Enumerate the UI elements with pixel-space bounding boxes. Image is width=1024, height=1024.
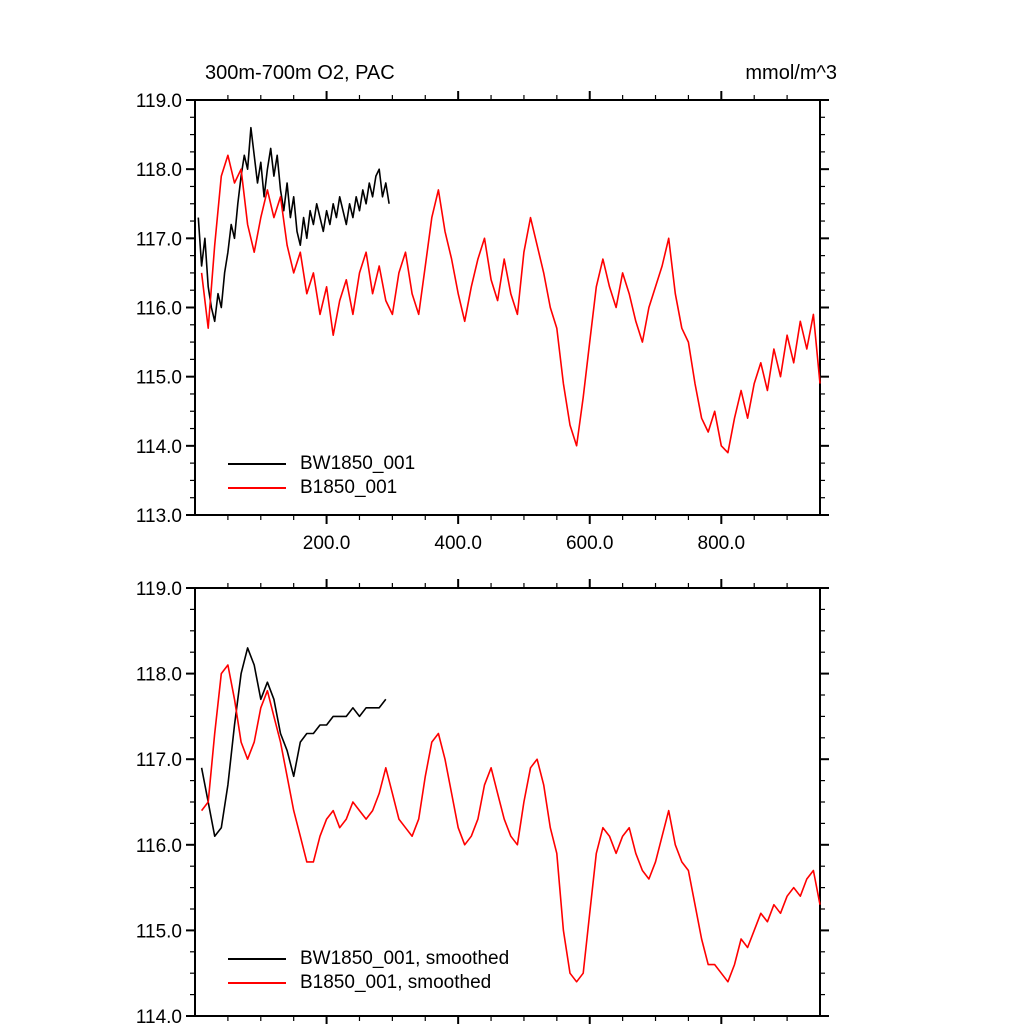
- legend-item: B1850_001: [228, 476, 415, 500]
- x-tick-label: 200.0: [303, 533, 351, 554]
- units-label: mmol/m^3: [745, 62, 837, 84]
- legend-line-sample: [228, 958, 286, 960]
- x-tick-label: 400.0: [434, 533, 482, 554]
- y-tick-label: 117.0: [136, 750, 182, 771]
- legend-label: BW1850_001, smoothed: [300, 948, 510, 969]
- series-line: [200, 647, 387, 838]
- legend-line-sample: [228, 982, 286, 984]
- y-tick-label: 116.0: [136, 299, 182, 320]
- legend-label: BW1850_001: [300, 453, 416, 474]
- y-tick-label: 118.0: [136, 665, 182, 686]
- y-tick-label: 115.0: [136, 368, 182, 389]
- legend-line-sample: [228, 487, 286, 489]
- chart-title: 300m-700m O2, PAC: [205, 62, 395, 84]
- x-tick-label: 800.0: [698, 533, 746, 554]
- y-tick-label: 115.0: [136, 921, 182, 942]
- bottom-chart-legend: BW1850_001, smoothed B1850_001, smoothed: [228, 947, 509, 995]
- top-chart-legend: BW1850_001 B1850_001: [228, 452, 415, 500]
- legend-item: BW1850_001: [228, 452, 415, 476]
- y-tick-label: 118.0: [136, 160, 182, 181]
- y-tick-label: 119.0: [136, 579, 182, 600]
- y-tick-label: 113.0: [136, 506, 182, 527]
- y-tick-label: 116.0: [136, 836, 182, 857]
- legend-item: B1850_001, smoothed: [228, 971, 509, 995]
- x-tick-label: 600.0: [566, 533, 614, 554]
- legend-line-sample: [228, 463, 286, 465]
- legend-item: BW1850_001, smoothed: [228, 947, 509, 971]
- series-line: [200, 154, 821, 454]
- bottom-chart: 114.0 115.0 116.0 117.0 118.0 119.0: [136, 579, 829, 1024]
- y-tick-label: 119.0: [136, 91, 182, 112]
- legend-label: B1850_001, smoothed: [300, 972, 492, 993]
- legend-label: B1850_001: [300, 477, 398, 498]
- y-tick-label: 117.0: [136, 229, 182, 250]
- series-line: [200, 664, 821, 983]
- series-line: [197, 126, 390, 323]
- y-tick-label: 114.0: [136, 437, 182, 458]
- top-chart: 200.0 400.0 600.0 800.0 113.0 114.0 115.0 116.0…: [136, 91, 829, 554]
- y-tick-label: 114.0: [136, 1007, 182, 1024]
